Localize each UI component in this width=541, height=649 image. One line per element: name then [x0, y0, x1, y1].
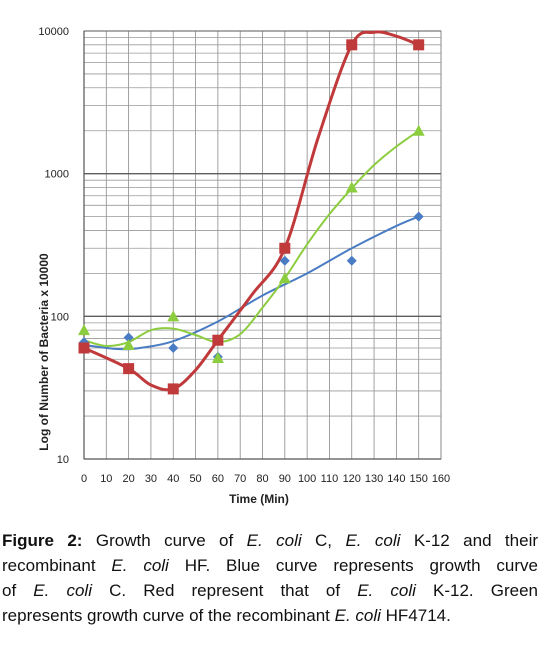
blue-series-point — [123, 332, 134, 343]
caption-species: E. coli — [357, 581, 416, 600]
blue-series-point — [168, 342, 179, 353]
caption-text: C. Red represent that of — [91, 581, 358, 600]
chart-area: 0 10 20 30 40 50 60 70 80 90 100 110 120 130 140 150 160… — [37, 26, 450, 506]
caption-text: of — [2, 581, 34, 600]
x-tick-label: 70 — [234, 473, 246, 485]
caption-text: K-12. Green — [415, 581, 538, 600]
x-tick-label: 80 — [256, 473, 268, 485]
blue-series-point — [413, 211, 424, 222]
blue-series-point — [346, 255, 357, 266]
green-series-point — [167, 310, 180, 322]
x-tick-label: 0 — [81, 473, 87, 485]
caption-text: C, — [301, 531, 346, 550]
caption-text: Growth curve of — [82, 531, 247, 550]
green-series-point — [412, 124, 425, 136]
caption-species: E. coli — [345, 531, 401, 550]
x-tick-label: 60 — [212, 473, 224, 485]
x-tick-label: 130 — [365, 473, 383, 485]
y-tick-label: 100 — [51, 311, 69, 323]
caption-text: HF4714. — [380, 606, 451, 625]
green-series-point — [78, 324, 90, 336]
blue-series-point — [279, 255, 290, 266]
red-series-point — [123, 363, 135, 375]
x-tick-label: 150 — [410, 473, 428, 485]
caption-line-1: Figure 2: Growth curve of E. coli C, E. … — [2, 528, 538, 553]
green-series-point — [122, 338, 135, 350]
caption-species: E. coli — [334, 606, 381, 625]
x-tick-label: 110 — [321, 473, 339, 485]
caption-text: represents growth curve of the recombina… — [2, 606, 335, 625]
x-tick-label: 160 — [432, 473, 450, 485]
caption-line-4: represents growth curve of the recombina… — [2, 603, 538, 628]
x-tick-label: 10 — [100, 473, 112, 485]
red-series-point — [346, 39, 358, 51]
caption-figure-label: Figure 2: — [2, 531, 83, 550]
x-tick-label: 140 — [387, 473, 405, 485]
figure-caption: Figure 2: Growth curve of E. coli C, E. … — [2, 528, 538, 628]
x-tick-label: 100 — [298, 473, 316, 485]
x-tick-label: 120 — [343, 473, 361, 485]
green-series-point — [345, 181, 358, 193]
green-series-point — [211, 352, 224, 364]
caption-species: E. coli — [111, 556, 169, 575]
green-series-curve — [83, 129, 420, 347]
y-tick-label: 1000 — [45, 169, 69, 181]
red-series-point — [413, 39, 425, 51]
x-tick-label: 30 — [145, 473, 157, 485]
x-tick-label: 90 — [279, 473, 291, 485]
x-tick-label: 40 — [167, 473, 179, 485]
tick-labels: 0 10 20 30 40 50 60 70 80 90 100 110 120 130 140 150 160… — [38, 26, 450, 485]
grid-lines — [83, 30, 442, 460]
caption-species: E. coli — [246, 531, 302, 550]
caption-text: K-12 and their — [400, 531, 539, 550]
caption-text: recombinant — [2, 556, 112, 575]
red-series-point — [212, 334, 224, 346]
red-series-point — [78, 342, 90, 354]
y-axis-label: Log of Number of Bacteria x 10000 — [37, 253, 51, 451]
data-markers — [78, 39, 425, 395]
growth-chart: 0 10 20 30 40 50 60 70 80 90 100 110 120 130 140 150 160… — [37, 26, 450, 506]
x-axis-label: Time (Min) — [229, 492, 289, 506]
caption-line-2: recombinant E. coli HF. Blue curve repre… — [2, 553, 538, 578]
x-tick-label: 20 — [123, 473, 135, 485]
axes — [83, 31, 441, 460]
caption-text: HF. Blue curve represents growth curve — [168, 556, 538, 575]
red-series-curve — [82, 30, 421, 392]
green-series-point — [278, 272, 291, 284]
red-series-point — [167, 383, 179, 395]
caption-line-3: of E. coli C. Red represent that of E. c… — [2, 578, 538, 603]
x-tick-label: 50 — [189, 473, 201, 485]
y-tick-label: 10 — [57, 454, 69, 466]
y-tick-label: 10000 — [38, 26, 69, 38]
caption-species: E. coli — [33, 581, 92, 600]
red-series-point — [279, 242, 291, 254]
